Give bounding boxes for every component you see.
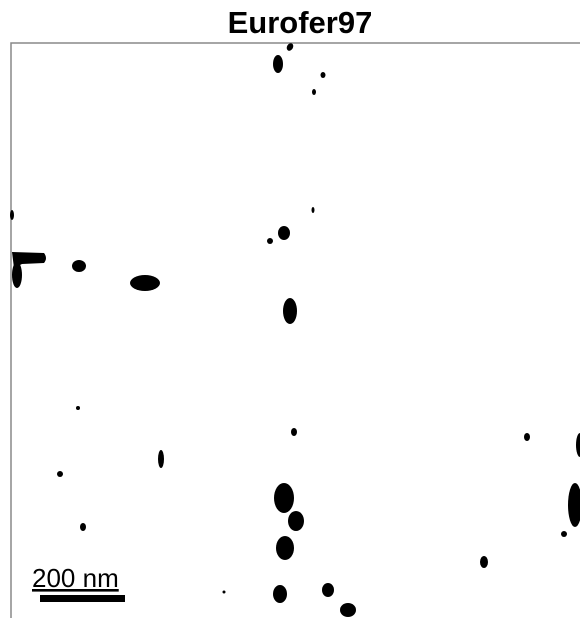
scale-bar-line (40, 595, 125, 602)
image-frame (10, 42, 580, 618)
scale-bar: 200 nm (32, 563, 125, 602)
micrograph: 200 nm (10, 42, 580, 618)
title: Eurofer97 (228, 5, 373, 40)
precipitates (10, 43, 580, 617)
scale-label: 200 nm (32, 563, 119, 593)
